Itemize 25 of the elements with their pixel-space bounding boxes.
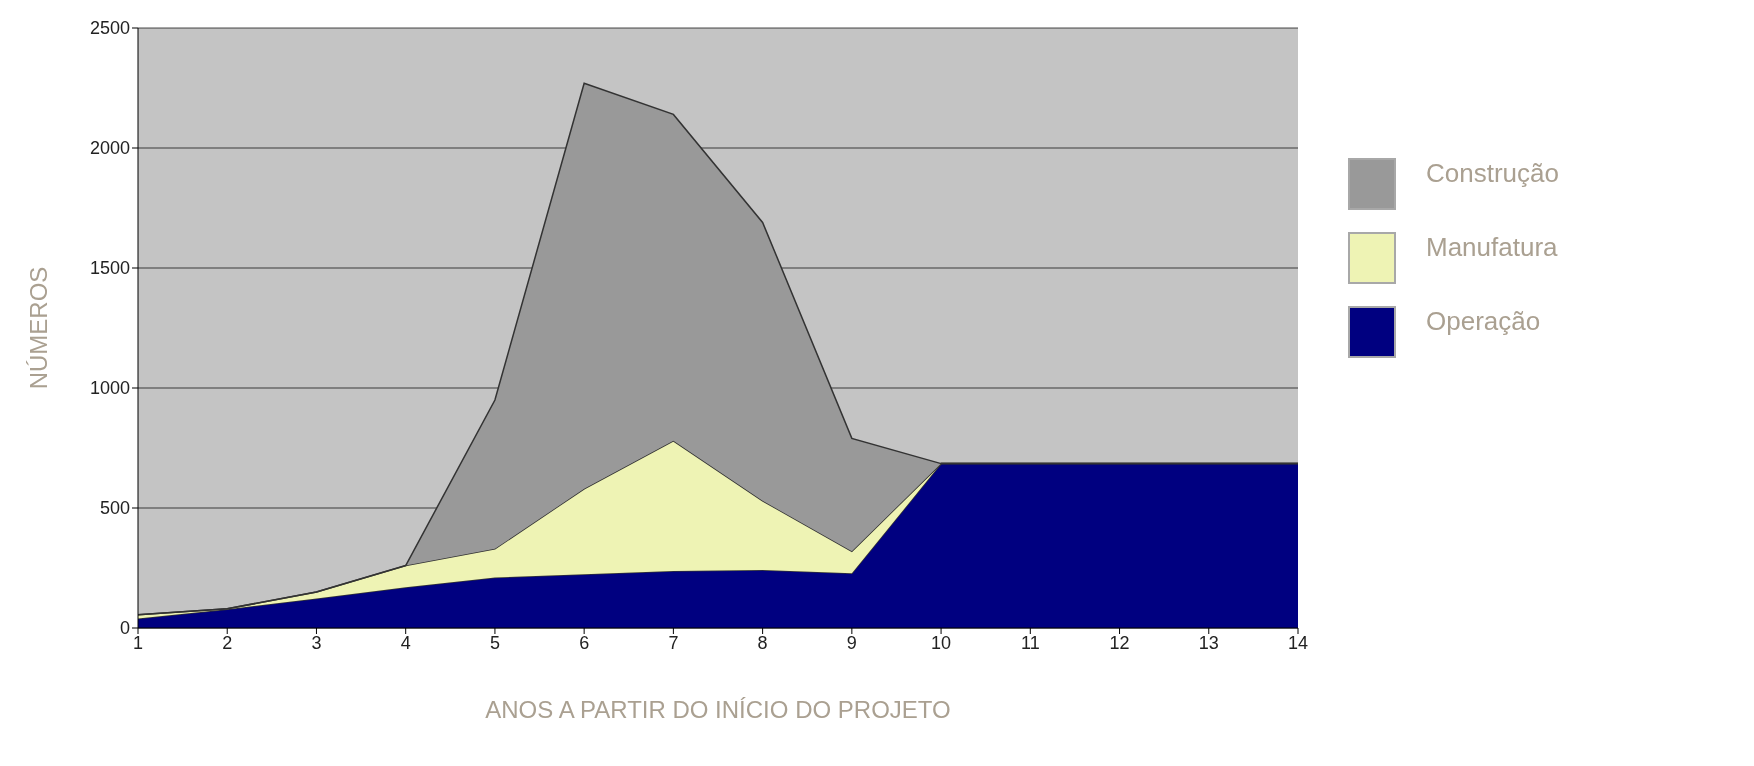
y-tick-label: 500 — [99, 498, 130, 519]
x-tick-label: 11 — [1020, 632, 1040, 653]
x-tick-label: 7 — [668, 632, 679, 653]
x-tick-label: 2 — [222, 632, 233, 653]
y-tick-label: 2000 — [89, 138, 130, 159]
y-tick-label: 0 — [119, 618, 130, 639]
x-tick-label: 12 — [1109, 632, 1130, 653]
x-tick-label: 10 — [931, 632, 952, 653]
x-tick-label: 13 — [1198, 632, 1219, 653]
x-tick-label: 1 — [132, 632, 144, 653]
x-tick-label: 6 — [579, 632, 590, 653]
x-tick-label: 14 — [1287, 632, 1309, 653]
x-tick-label: 8 — [757, 632, 768, 653]
x-axis-title: ANOS A PARTIR DO INÍCIO DO PROJETO — [485, 696, 951, 723]
y-axis-title: NÚMEROS — [24, 266, 52, 390]
x-tick-label: 4 — [400, 632, 411, 653]
y-tick-label: 1000 — [89, 378, 130, 399]
y-tick-label: 2500 — [89, 18, 130, 39]
x-tick-label: 9 — [846, 632, 857, 653]
x-tick-label: 3 — [311, 632, 322, 653]
x-tick-label: 5 — [489, 632, 500, 653]
legend-label: Construção — [1426, 158, 1559, 189]
legend-label: Manufatura — [1426, 232, 1558, 263]
legend-label: Operação — [1426, 306, 1541, 337]
y-tick-label: 1500 — [89, 258, 130, 279]
